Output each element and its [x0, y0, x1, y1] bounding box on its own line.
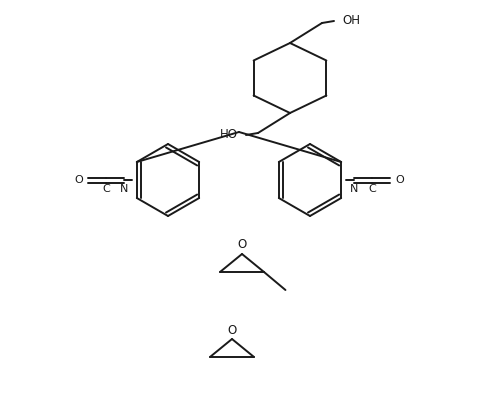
Text: C: C — [102, 184, 110, 194]
Text: O: O — [395, 175, 404, 185]
Text: N: N — [120, 184, 128, 194]
Text: C: C — [368, 184, 376, 194]
Text: O: O — [237, 238, 246, 252]
Text: O: O — [227, 324, 237, 336]
Text: N: N — [350, 184, 358, 194]
Text: O: O — [74, 175, 83, 185]
Text: OH: OH — [342, 14, 360, 27]
Text: HO: HO — [220, 129, 238, 142]
